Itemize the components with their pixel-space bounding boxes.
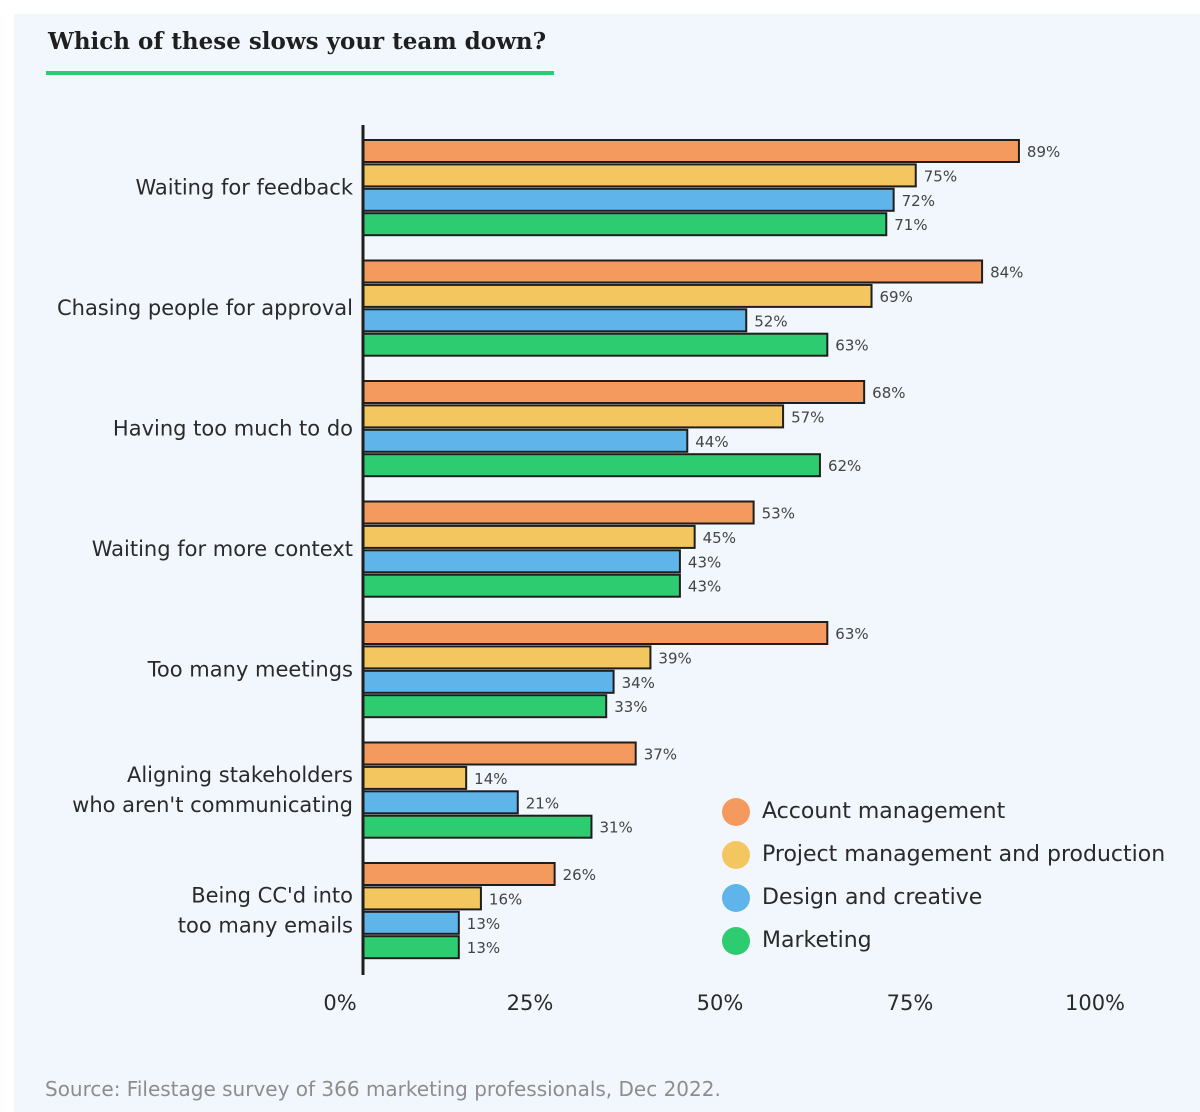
- data-label: 13%: [467, 915, 500, 933]
- bar: [362, 259, 984, 284]
- data-label: 75%: [924, 167, 957, 185]
- legend-swatch: [722, 883, 750, 912]
- data-label: 13%: [467, 939, 500, 957]
- data-label: 45%: [703, 529, 736, 547]
- data-label: 71%: [894, 216, 927, 234]
- legend-item: Marketing: [722, 919, 1165, 962]
- bar: [362, 139, 1020, 163]
- bar: [362, 453, 821, 478]
- data-label: 43%: [688, 578, 721, 596]
- bar: [362, 621, 829, 645]
- data-label: 53%: [762, 505, 795, 523]
- bar: [362, 308, 748, 333]
- legend-swatch: [722, 797, 750, 826]
- bar: [362, 428, 689, 453]
- data-label: 21%: [526, 794, 559, 812]
- bar: [362, 741, 637, 766]
- data-label: 68%: [872, 384, 905, 402]
- bar: [362, 573, 681, 598]
- data-label: 14%: [474, 770, 507, 788]
- legend-item: Design and creative: [722, 876, 1165, 919]
- bar: [362, 187, 895, 212]
- source-note: Source: Filestage survey of 366 marketin…: [45, 1077, 721, 1101]
- chart-title: Which of these slows your team down?: [48, 28, 547, 55]
- data-label: 89%: [1027, 143, 1060, 161]
- x-tick-label: 0%: [323, 991, 356, 1015]
- data-label: 57%: [791, 408, 824, 426]
- x-tick-label: 25%: [507, 991, 554, 1015]
- legend-label: Marketing: [762, 928, 872, 953]
- legend-swatch: [722, 840, 750, 869]
- category-label: Chasing people for approval: [57, 296, 353, 320]
- category-label: who aren't communicating: [72, 793, 353, 817]
- data-label: 16%: [489, 890, 522, 908]
- data-label: 69%: [880, 288, 913, 306]
- bar: [362, 935, 460, 960]
- data-label: 63%: [835, 625, 868, 643]
- bar: [362, 814, 593, 839]
- data-label: 72%: [902, 192, 935, 210]
- bar: [362, 645, 652, 670]
- x-tick-label: 75%: [887, 991, 934, 1015]
- bar: [362, 380, 866, 404]
- bar: [362, 524, 696, 549]
- bar: [362, 283, 873, 308]
- legend-item: Account management: [722, 790, 1165, 833]
- category-label: Having too much to do: [113, 417, 353, 441]
- bar: [362, 790, 519, 815]
- legend-swatch: [722, 926, 750, 955]
- legend-item: Project management and production: [722, 833, 1165, 876]
- data-label: 44%: [695, 433, 728, 451]
- bar: [362, 332, 829, 357]
- category-label: Waiting for more context: [92, 537, 353, 561]
- bar: [362, 404, 785, 429]
- data-label: 37%: [644, 746, 677, 764]
- bar: [362, 765, 468, 790]
- data-label: 34%: [622, 674, 655, 692]
- bar: [362, 910, 460, 935]
- data-label: 43%: [688, 553, 721, 571]
- data-label: 26%: [563, 866, 596, 884]
- data-label: 62%: [828, 457, 861, 475]
- category-label: Aligning stakeholders: [127, 763, 353, 787]
- x-tick-label: 50%: [697, 991, 744, 1015]
- bar: [362, 669, 615, 694]
- category-label: Being CC'd into: [191, 884, 353, 908]
- data-label: 84%: [990, 264, 1023, 282]
- bar: [362, 500, 755, 525]
- data-label: 31%: [599, 819, 632, 837]
- bar: [362, 886, 482, 911]
- bar: [362, 163, 917, 188]
- legend-label: Project management and production: [762, 842, 1166, 867]
- data-label: 33%: [614, 698, 647, 716]
- bar: [362, 694, 608, 719]
- data-label: 63%: [835, 337, 868, 355]
- category-label: too many emails: [178, 914, 353, 938]
- bar: [362, 862, 556, 886]
- category-label: Too many meetings: [147, 658, 353, 682]
- legend-label: Account management: [762, 799, 1006, 824]
- bar: [362, 549, 681, 574]
- category-label: Waiting for feedback: [135, 176, 353, 200]
- bar: [362, 212, 888, 237]
- chart-legend: Account management Project management and…: [722, 790, 1165, 962]
- x-tick-label: 100%: [1065, 991, 1125, 1015]
- title-underline: [46, 71, 554, 75]
- data-label: 39%: [658, 649, 691, 667]
- legend-label: Design and creative: [762, 885, 983, 910]
- data-label: 52%: [754, 312, 787, 330]
